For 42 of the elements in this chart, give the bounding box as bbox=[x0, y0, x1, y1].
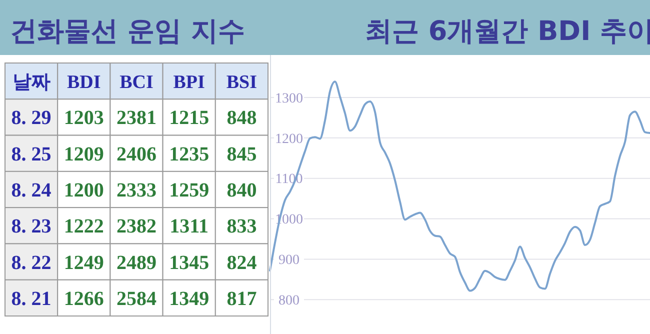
y-tick-label: 8. 23 bbox=[11, 216, 52, 238]
y-tick-label: 8. 25 bbox=[11, 143, 52, 166]
data-label: 845 bbox=[226, 143, 257, 166]
x-tick-label: BSI bbox=[226, 72, 258, 94]
data-label: 1200 bbox=[64, 180, 104, 202]
y-tick-label: 8. 21 bbox=[11, 288, 52, 310]
x-tick-label: BDI bbox=[67, 72, 101, 94]
data-label: 833 bbox=[226, 216, 257, 238]
data-label: 1349 bbox=[169, 288, 210, 310]
y-tick-label: 900 bbox=[278, 253, 300, 268]
data-label: 1249 bbox=[64, 252, 104, 274]
data-label: 817 bbox=[226, 288, 257, 310]
data-label: 848 bbox=[226, 107, 257, 130]
data-label: 824 bbox=[226, 252, 257, 274]
data-label: 1345 bbox=[169, 252, 210, 274]
data-label: 2382 bbox=[116, 216, 156, 238]
data-label: 2381 bbox=[116, 107, 156, 130]
data-label: 1259 bbox=[169, 180, 210, 202]
chart-title: 최근 6개월간 BDI 추이 bbox=[365, 16, 650, 47]
data-label: 1215 bbox=[169, 107, 210, 130]
data-label: 1311 bbox=[170, 216, 209, 238]
y-axis-title: 날짜 bbox=[12, 71, 50, 94]
data-label: 1209 bbox=[64, 143, 104, 166]
y-tick-label: 1200 bbox=[275, 132, 303, 147]
y-tick-label: 1300 bbox=[275, 91, 303, 106]
line-series bbox=[269, 80, 650, 292]
data-label: 1266 bbox=[64, 288, 104, 310]
x-tick-label: BCI bbox=[120, 72, 154, 94]
y-tick-label: 8. 29 bbox=[11, 107, 52, 130]
chart-title: 건화물선 운임 지수 bbox=[10, 16, 245, 47]
y-tick-label: 8. 22 bbox=[11, 252, 52, 274]
data-label: 1222 bbox=[64, 216, 104, 238]
x-tick-label: BPI bbox=[173, 72, 205, 94]
y-tick-label: 8. 24 bbox=[11, 180, 52, 202]
data-label: 2584 bbox=[116, 288, 156, 310]
data-label: 2489 bbox=[116, 252, 156, 274]
data-label: 2333 bbox=[116, 180, 156, 202]
data-label: 2406 bbox=[116, 143, 156, 166]
data-label: 1203 bbox=[64, 107, 104, 130]
data-label: 840 bbox=[226, 180, 257, 202]
y-tick-label: 800 bbox=[278, 294, 300, 309]
data-label: 1235 bbox=[169, 143, 210, 166]
